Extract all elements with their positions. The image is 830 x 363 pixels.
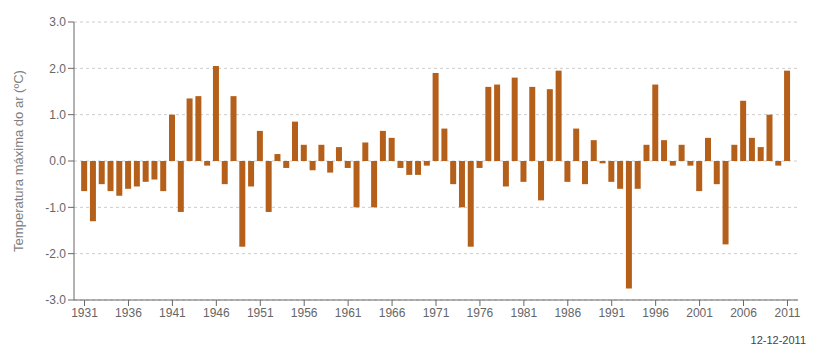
svg-text:2006: 2006: [730, 306, 757, 320]
svg-text:1966: 1966: [379, 306, 406, 320]
svg-text:2.0: 2.0: [49, 62, 66, 76]
svg-text:1941: 1941: [159, 306, 186, 320]
svg-text:1971: 1971: [423, 306, 450, 320]
svg-text:2011: 2011: [775, 306, 801, 320]
svg-text:1936: 1936: [115, 306, 142, 320]
svg-text:2001: 2001: [686, 306, 713, 320]
svg-text:1.0: 1.0: [49, 108, 66, 122]
svg-text:Temperatura máxima do ar (ºC): Temperatura máxima do ar (ºC): [11, 70, 26, 252]
svg-text:0.0: 0.0: [49, 154, 66, 168]
svg-text:1951: 1951: [247, 306, 274, 320]
svg-text:1956: 1956: [291, 306, 318, 320]
svg-text:1961: 1961: [335, 306, 362, 320]
svg-text:3.0: 3.0: [49, 15, 66, 29]
svg-text:1986: 1986: [554, 306, 581, 320]
svg-text:-1.0: -1.0: [45, 201, 66, 215]
svg-text:1976: 1976: [467, 306, 494, 320]
svg-text:1946: 1946: [203, 306, 230, 320]
html-text:12-12-2011: 12-12-2011: [750, 334, 806, 346]
svg-text:-3.0: -3.0: [45, 293, 66, 307]
svg-text:1931: 1931: [71, 306, 98, 320]
svg-text:-2.0: -2.0: [45, 247, 66, 261]
svg-text:1996: 1996: [642, 306, 669, 320]
svg-text:1981: 1981: [511, 306, 538, 320]
svg-text:1991: 1991: [598, 306, 625, 320]
